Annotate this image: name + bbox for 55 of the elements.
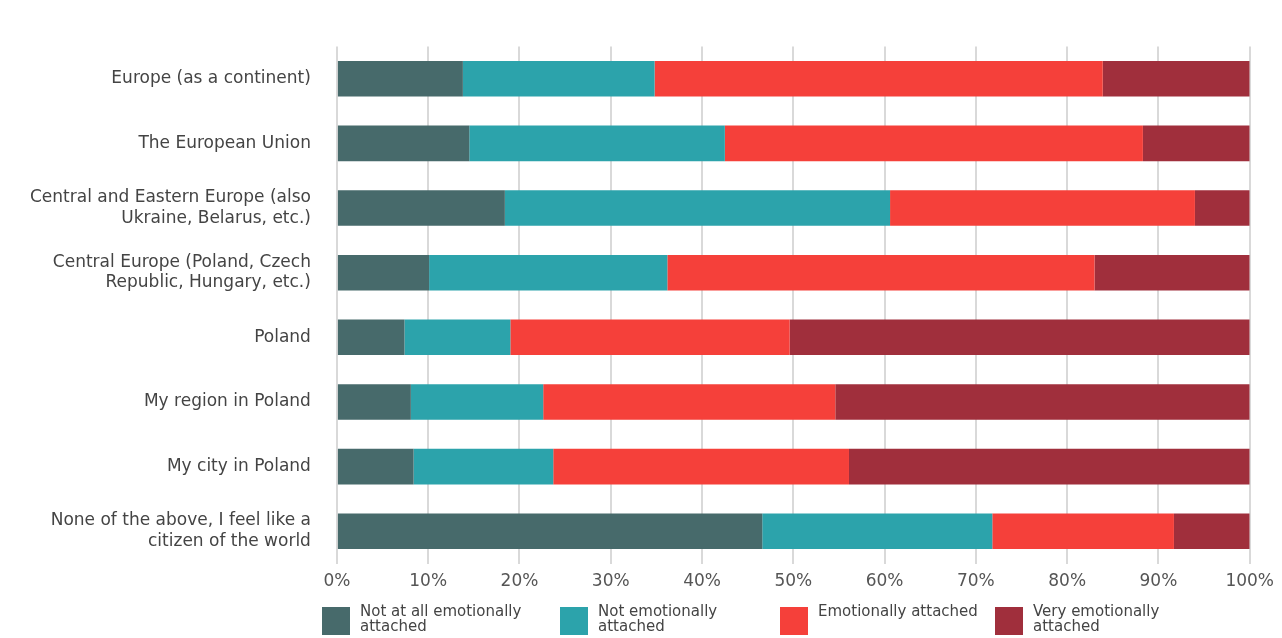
- bar: [410, 384, 544, 420]
- bar: [654, 60, 1103, 97]
- bar: [1094, 254, 1250, 291]
- bar: [1173, 513, 1250, 550]
- bar: [337, 125, 470, 162]
- y-tick-label: Europe (as a continent): [111, 67, 311, 88]
- bar: [337, 448, 414, 485]
- x-tick-label: 0%: [323, 570, 351, 591]
- bar: [1194, 190, 1250, 226]
- bar: [724, 125, 1143, 162]
- x-tick-label: 30%: [591, 570, 630, 591]
- bar: [890, 190, 1195, 226]
- bar: [510, 319, 790, 356]
- bar: [992, 513, 1174, 550]
- bar: [337, 319, 405, 356]
- bar: [553, 448, 849, 485]
- legend-label: Not at all emotionally attached: [360, 602, 523, 635]
- y-tick-label: None of the above, I feel like a citizen of the world: [50, 509, 311, 550]
- bar: [337, 60, 463, 97]
- bar: [667, 254, 1095, 291]
- bar: [1142, 125, 1250, 162]
- y-tick-label: My region in Poland: [143, 390, 311, 411]
- x-tick-label: 80%: [1048, 570, 1087, 591]
- x-tick-label: 100%: [1225, 570, 1274, 591]
- y-tick-label: The European Union: [137, 131, 311, 152]
- bar: [337, 190, 505, 226]
- x-tick-label: 20%: [500, 570, 539, 591]
- x-tick-label: 40%: [683, 570, 721, 591]
- bar: [462, 60, 655, 97]
- bar: [469, 125, 725, 162]
- x-tick-label: 70%: [956, 570, 995, 591]
- bar: [835, 384, 1250, 420]
- bar: [543, 384, 836, 420]
- x-tick-label: 10%: [409, 570, 448, 591]
- x-tick-label: 90%: [1139, 570, 1178, 591]
- bar: [789, 319, 1250, 356]
- bar: [762, 513, 993, 550]
- legend-label: Not emotionally attached: [598, 602, 719, 635]
- bar: [848, 448, 1250, 485]
- legend-label: Very emotionally attached: [1033, 602, 1161, 635]
- y-tick-label: Central Europe (Poland, Czech Republic, Hungary, etc.): [52, 250, 311, 292]
- legend-label: Emotionally attached: [818, 602, 979, 620]
- y-tick-label: Central and Eastern Europe (also Ukraine, Belarus, etc.): [29, 186, 311, 227]
- y-tick-label: My city in Poland: [166, 455, 311, 476]
- bar: [337, 384, 411, 420]
- bar: [337, 254, 430, 291]
- bar: [1102, 60, 1250, 97]
- bar: [337, 513, 763, 550]
- bar: [404, 319, 511, 356]
- x-tick-label: 60%: [865, 570, 904, 591]
- bar: [429, 254, 668, 291]
- y-tick-label: Poland: [254, 325, 311, 346]
- x-tick-label: 50%: [774, 570, 813, 591]
- bar: [413, 448, 554, 485]
- bar: [504, 190, 891, 226]
